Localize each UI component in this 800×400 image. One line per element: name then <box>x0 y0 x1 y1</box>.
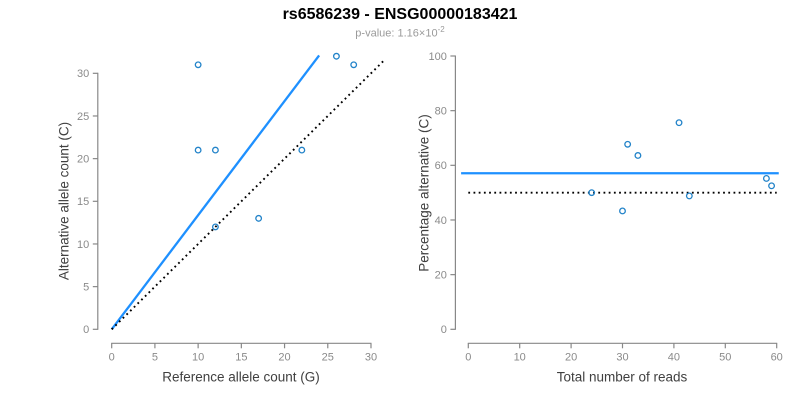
x-tick-label: 0 <box>109 351 115 363</box>
panel-percentage-vs-reads: 0 10 20 30 40 50 60 0 20 40 60 80 100 <box>429 51 783 363</box>
data-point <box>194 61 202 69</box>
x-tick-label: 20 <box>565 351 577 363</box>
y-tick-label: 10 <box>77 239 89 251</box>
x-tick-label: 0 <box>465 351 471 363</box>
x-tick-label: 25 <box>322 351 334 363</box>
data-point <box>194 146 202 154</box>
y-tick-label: 25 <box>77 111 89 123</box>
data-point <box>211 146 219 154</box>
y-tick-label: 60 <box>435 160 447 172</box>
data-point <box>298 146 306 154</box>
x-tick-label: 60 <box>771 351 783 363</box>
y-tick-label: 15 <box>77 196 89 208</box>
identity-line <box>111 59 385 330</box>
pvalue-subtitle: p-value: 1.16×10-2 <box>0 25 800 40</box>
data-point <box>211 223 219 231</box>
y-tick-label: 40 <box>435 215 447 227</box>
y-tick-label: 30 <box>77 68 89 80</box>
pvalue-text: p-value: 1.16×10 <box>355 27 438 40</box>
data-point <box>619 207 626 215</box>
data-point <box>350 61 358 69</box>
x-tick-label: 30 <box>616 351 628 363</box>
data-point <box>634 152 642 159</box>
pvalue-exponent: -2 <box>437 25 445 34</box>
panel-allele-counts: 0 5 10 15 20 25 30 0 5 10 15 20 25 30 <box>77 52 385 363</box>
y-tick-label: 20 <box>435 269 447 281</box>
data-point <box>588 189 596 197</box>
y-tick-label: 80 <box>435 105 447 117</box>
data-point <box>255 214 263 222</box>
x-tick-label: 10 <box>192 351 204 363</box>
data-point <box>762 174 770 182</box>
y-tick-label: 100 <box>429 51 447 63</box>
data-point <box>332 52 340 60</box>
right-y-axis-label: Percentage alternative (C) <box>416 114 432 272</box>
x-tick-label: 10 <box>514 351 526 363</box>
data-point <box>685 192 693 200</box>
left-x-axis-label: Reference allele count (G) <box>162 369 320 385</box>
data-point <box>768 182 776 190</box>
x-tick-label: 40 <box>668 351 680 363</box>
data-point <box>624 140 632 148</box>
page-title: rs6586239 - ENSG00000183421 <box>282 6 518 23</box>
x-tick-label: 5 <box>152 351 158 363</box>
x-tick-label: 30 <box>365 351 377 363</box>
x-tick-label: 50 <box>719 351 731 363</box>
fit-line <box>110 54 321 330</box>
left-y-axis-label: Alternative allele count (C) <box>56 121 72 281</box>
x-tick-label: 15 <box>235 351 247 363</box>
data-point <box>675 119 683 127</box>
y-tick-label: 20 <box>77 153 89 165</box>
y-tick-label: 0 <box>441 324 447 336</box>
y-tick-label: 5 <box>83 281 89 293</box>
x-tick-label: 20 <box>278 351 290 363</box>
y-tick-label: 0 <box>83 324 89 336</box>
right-x-axis-label: Total number of reads <box>556 369 688 385</box>
